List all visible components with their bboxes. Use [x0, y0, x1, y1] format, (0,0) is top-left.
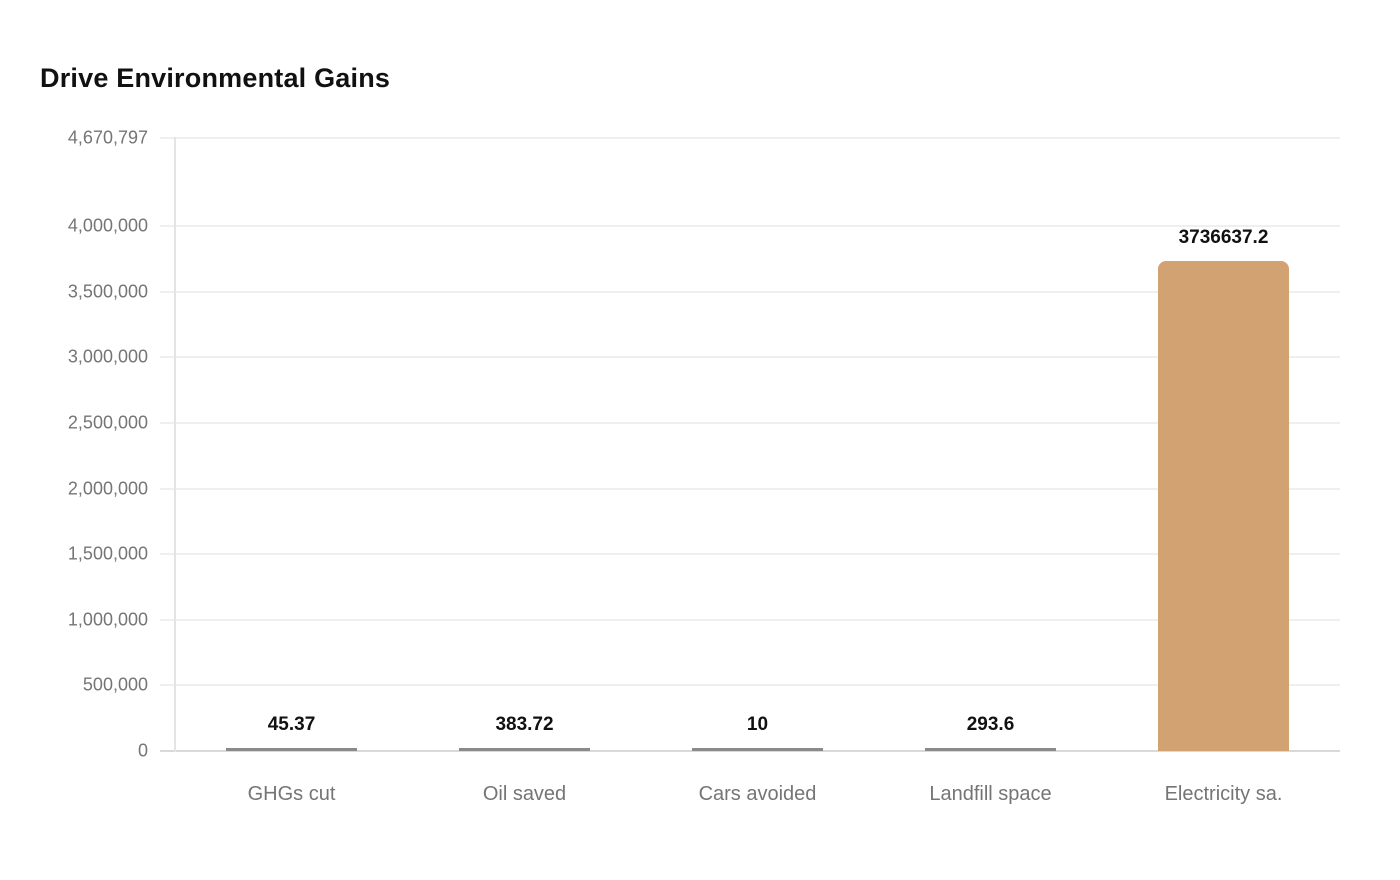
- gridline: [160, 487, 1340, 490]
- gridline: [160, 290, 1340, 293]
- category-label: Oil saved: [482, 783, 567, 805]
- value-label: 383.72: [495, 714, 554, 735]
- gridline: [160, 421, 1340, 424]
- y-tick-label: 1,500,000: [67, 543, 148, 564]
- bar-cars-avoided[interactable]: [692, 748, 823, 751]
- value-label: 10: [746, 714, 769, 735]
- y-tick-label: 4,000,000: [67, 215, 148, 236]
- category-label: Electricity sa.: [1164, 783, 1283, 805]
- y-tick-label: 4,670,797: [67, 127, 148, 148]
- value-label: 45.37: [267, 714, 316, 735]
- bar-ghgs-cut[interactable]: [226, 748, 357, 751]
- y-axis-line: [174, 137, 176, 752]
- gridline: [160, 225, 1340, 228]
- gridline: [160, 356, 1340, 359]
- gridline: [160, 137, 1340, 139]
- gridline: [160, 750, 1340, 752]
- bar-electricity-sa[interactable]: [1158, 260, 1289, 751]
- y-tick-label: 500,000: [82, 674, 148, 695]
- y-tick-label: 2,000,000: [67, 478, 148, 499]
- bar-oil-saved[interactable]: [459, 748, 590, 751]
- category-label: Landfill space: [929, 783, 1052, 805]
- chart-title: Drive Environmental Gains: [40, 63, 391, 93]
- category-label: Cars avoided: [698, 783, 817, 805]
- y-tick-label: 1,000,000: [67, 609, 148, 630]
- y-tick-label: 3,500,000: [67, 281, 148, 302]
- gridline: [160, 553, 1340, 556]
- y-tick-label: 3,000,000: [67, 346, 148, 367]
- y-tick-label: 2,500,000: [67, 412, 148, 433]
- category-label: GHGs cut: [247, 783, 336, 805]
- y-tick-label: 0: [137, 740, 148, 761]
- bar-landfill-space[interactable]: [925, 748, 1056, 751]
- value-label: 3736637.2: [1178, 226, 1269, 248]
- gridline: [160, 618, 1340, 621]
- gridline: [160, 684, 1340, 687]
- value-label: 293.6: [966, 714, 1015, 735]
